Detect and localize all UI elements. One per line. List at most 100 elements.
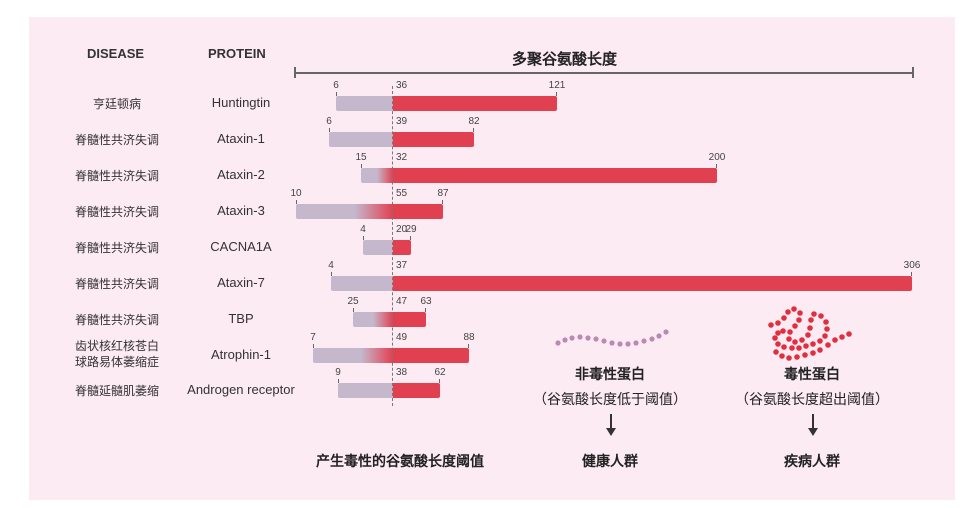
min-tick (331, 272, 332, 276)
threshold-value: 32 (396, 152, 408, 163)
protein-label: Huntingtin (211, 95, 271, 110)
disease-label: 亨廷顿病 (92, 97, 141, 111)
normal-range-bar (331, 276, 393, 291)
max-tick (468, 344, 469, 348)
max-value: 82 (468, 116, 480, 127)
header-disease: DISEASE (87, 46, 145, 61)
threshold-value: 49 (396, 332, 408, 343)
pathogenic-range-bar (393, 168, 717, 183)
max-value: 306 (903, 260, 921, 271)
disease-label: 脊髓延髓肌萎缩 (74, 384, 159, 398)
max-tick (410, 236, 411, 240)
normal-range-bar (296, 204, 393, 219)
max-value: 62 (434, 367, 446, 378)
nontoxic-outcome: 健康人群 (582, 454, 638, 470)
threshold-line (392, 86, 393, 406)
pathogenic-range-bar (393, 132, 474, 147)
min-value: 9 (335, 367, 341, 378)
protein-label: Atrophin-1 (211, 347, 271, 362)
min-value: 10 (290, 188, 302, 199)
min-value: 25 (347, 296, 359, 307)
min-tick (296, 200, 297, 204)
normal-range-bar (313, 348, 393, 363)
toxic-subtitle: （谷氨酸长度超出阈值） (735, 392, 889, 408)
pathogenic-range-bar (393, 348, 469, 363)
toxic-arrowhead-icon (808, 428, 818, 436)
threshold-value: 36 (396, 80, 408, 91)
pathogenic-range-bar (393, 312, 426, 327)
toxic-arrow-icon (812, 414, 814, 430)
protein-label: CACNA1A (210, 239, 272, 254)
threshold-caption: 产生毒性的谷氨酸长度阈值 (316, 454, 484, 470)
min-value: 15 (355, 152, 367, 163)
nontoxic-title: 非毒性蛋白 (575, 367, 645, 383)
min-value: 4 (328, 260, 334, 271)
normal-range-bar (329, 132, 393, 147)
nontoxic-arrow-icon (610, 414, 612, 430)
pathogenic-range-bar (393, 204, 443, 219)
threshold-value: 55 (396, 188, 408, 199)
threshold-value: 20 (396, 224, 408, 235)
disease-label: 脊髓性共济失调 (74, 133, 159, 147)
axis-line (294, 72, 913, 74)
normal-range-bar (361, 168, 393, 183)
disease-label: 脊髓性共济失调 (74, 169, 159, 183)
nontoxic-subtitle: （谷氨酸长度低于阈值） (533, 392, 687, 408)
min-tick (363, 236, 364, 240)
protein-label: Ataxin-7 (217, 275, 265, 290)
min-value: 6 (333, 80, 339, 91)
max-value: 88 (463, 332, 475, 343)
max-tick (716, 164, 717, 168)
toxic-outcome: 疾病人群 (784, 454, 840, 470)
max-value: 29 (405, 224, 417, 235)
threshold-value: 47 (396, 296, 408, 307)
axis-cap-right (912, 67, 914, 78)
normal-range-bar (336, 96, 393, 111)
min-value: 6 (326, 116, 332, 127)
max-tick (556, 92, 557, 96)
max-tick (425, 308, 426, 312)
max-tick (911, 272, 912, 276)
header-protein: PROTEIN (208, 46, 266, 61)
min-tick (361, 164, 362, 168)
normal-range-bar (338, 383, 393, 398)
min-tick (338, 379, 339, 383)
disease-label-line: 球路易体萎缩症 (74, 355, 159, 369)
min-value: 7 (310, 332, 316, 343)
max-tick (442, 200, 443, 204)
disease-label: 脊髓性共济失调 (74, 205, 159, 219)
normal-range-bar (353, 312, 393, 327)
max-tick (473, 128, 474, 132)
protein-label: Ataxin-1 (217, 131, 265, 146)
axis-cap-left (294, 67, 296, 78)
protein-label: Ataxin-2 (217, 167, 265, 182)
nontoxic-protein-chain-icon (555, 329, 669, 347)
disease-label: 齿状核红核苍白 球路易体萎缩症 (52, 338, 182, 370)
min-tick (313, 344, 314, 348)
disease-label: 脊髓性共济失调 (74, 313, 159, 327)
max-value: 63 (420, 296, 432, 307)
axis-title: 多聚谷氨酸长度 (512, 50, 618, 68)
disease-label-line: 齿状核红核苍白 (74, 339, 159, 353)
pathogenic-range-bar (393, 96, 557, 111)
normal-range-bar (363, 240, 393, 255)
protein-label: Androgen receptor (187, 382, 295, 397)
max-value: 87 (437, 188, 449, 199)
max-value: 121 (548, 80, 566, 91)
toxic-title: 毒性蛋白 (784, 367, 840, 383)
max-value: 200 (708, 152, 726, 163)
nontoxic-arrowhead-icon (606, 428, 616, 436)
min-tick (353, 308, 354, 312)
protein-label: Ataxin-3 (217, 203, 265, 218)
protein-label: TBP (228, 311, 254, 326)
pathogenic-range-bar (393, 276, 912, 291)
threshold-value: 39 (396, 116, 408, 127)
threshold-value: 37 (396, 260, 408, 271)
disease-label: 脊髓性共济失调 (74, 241, 159, 255)
pathogenic-range-bar (393, 240, 411, 255)
toxic-protein-aggregate-icon (768, 306, 852, 361)
disease-label: 脊髓性共济失调 (74, 277, 159, 291)
min-value: 4 (360, 224, 366, 235)
min-tick (329, 128, 330, 132)
pathogenic-range-bar (393, 383, 440, 398)
